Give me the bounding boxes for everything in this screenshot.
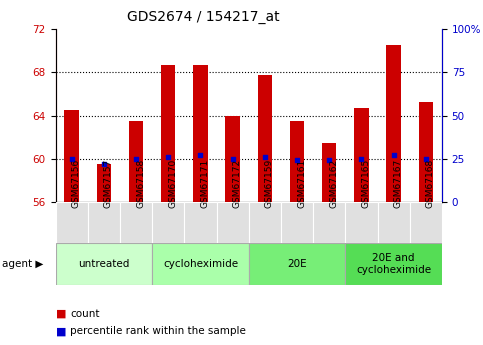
Bar (64, 110, 79, 202)
Bar (226, 116, 240, 202)
Text: cycloheximide: cycloheximide (163, 259, 238, 269)
FancyBboxPatch shape (216, 202, 249, 243)
Bar (419, 101, 433, 202)
Text: untreated: untreated (78, 259, 129, 269)
Point (390, 152, 398, 158)
Bar (386, 46, 401, 202)
Text: count: count (70, 309, 99, 319)
Bar (354, 108, 369, 202)
FancyBboxPatch shape (249, 202, 281, 243)
Text: GSM67159: GSM67159 (265, 159, 274, 208)
Point (132, 156, 140, 161)
Bar (129, 121, 143, 202)
Text: GSM67165: GSM67165 (361, 159, 370, 208)
Text: 20E: 20E (287, 259, 307, 269)
FancyBboxPatch shape (410, 202, 442, 243)
FancyBboxPatch shape (378, 202, 410, 243)
Bar (161, 65, 175, 202)
Text: GSM67157: GSM67157 (104, 159, 113, 208)
FancyBboxPatch shape (345, 202, 378, 243)
FancyBboxPatch shape (120, 202, 152, 243)
Text: GSM67161: GSM67161 (297, 159, 306, 208)
Text: GSM67170: GSM67170 (168, 159, 177, 208)
FancyBboxPatch shape (56, 243, 152, 285)
FancyBboxPatch shape (152, 202, 185, 243)
Text: ■: ■ (56, 326, 66, 336)
Text: GSM67168: GSM67168 (426, 159, 435, 208)
Text: percentile rank within the sample: percentile rank within the sample (70, 326, 246, 336)
Bar (290, 121, 304, 202)
Point (293, 158, 301, 163)
Point (100, 161, 108, 167)
Point (197, 152, 204, 158)
Point (357, 156, 365, 161)
Bar (257, 75, 272, 202)
Text: GSM67158: GSM67158 (136, 159, 145, 208)
Text: agent ▶: agent ▶ (2, 259, 44, 269)
FancyBboxPatch shape (313, 202, 345, 243)
Text: GSM67156: GSM67156 (71, 159, 81, 208)
Point (229, 156, 237, 161)
FancyBboxPatch shape (249, 243, 345, 285)
Bar (193, 65, 208, 202)
Text: ■: ■ (56, 309, 66, 319)
Point (326, 158, 333, 163)
Bar (322, 142, 337, 202)
FancyBboxPatch shape (152, 243, 249, 285)
FancyBboxPatch shape (185, 202, 216, 243)
FancyBboxPatch shape (56, 202, 88, 243)
Text: 20E and
cycloheximide: 20E and cycloheximide (356, 253, 431, 275)
FancyBboxPatch shape (88, 202, 120, 243)
Point (261, 154, 269, 160)
Text: GSM67162: GSM67162 (329, 159, 338, 208)
Text: GDS2674 / 154217_at: GDS2674 / 154217_at (127, 10, 279, 24)
Text: GSM67167: GSM67167 (394, 159, 403, 208)
Point (164, 154, 172, 160)
FancyBboxPatch shape (281, 202, 313, 243)
Point (68, 156, 75, 161)
Point (422, 156, 430, 161)
FancyBboxPatch shape (345, 243, 442, 285)
Text: GSM67172: GSM67172 (233, 159, 242, 208)
Text: GSM67171: GSM67171 (200, 159, 210, 208)
Bar (97, 164, 111, 202)
